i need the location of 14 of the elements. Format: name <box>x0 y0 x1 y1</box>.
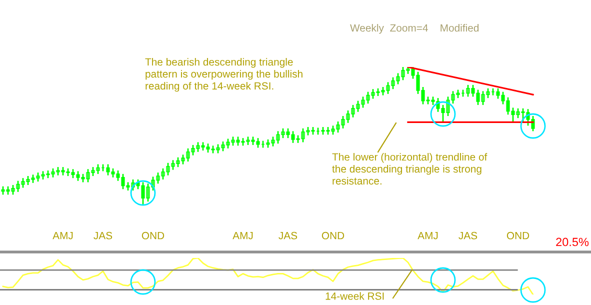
x-tick-label: JAS <box>278 232 298 240</box>
annotation: 14-week RSI <box>326 292 384 300</box>
x-tick-label: OND <box>506 232 530 240</box>
x-tick-label: JAS <box>458 232 478 240</box>
text: 20.5% <box>556 238 589 246</box>
annotation: The bearish descending triangle pattern is overpowering the bullish reading of the 14-week RSI. <box>145 58 302 92</box>
x-tick-label: OND <box>322 232 344 240</box>
x-tick-label: AMJ <box>52 232 73 240</box>
x-tick-label: OND <box>142 232 164 240</box>
x-tick-label: JAS <box>94 232 112 240</box>
text: Weekly Zoom=4 Modified <box>350 24 479 34</box>
x-tick-label: AMJ <box>418 232 438 240</box>
annotation: The lower (horizontal) trendline of the descending triangle is strong resistance. <box>332 153 488 185</box>
x-tick-label: AMJ <box>232 232 253 240</box>
